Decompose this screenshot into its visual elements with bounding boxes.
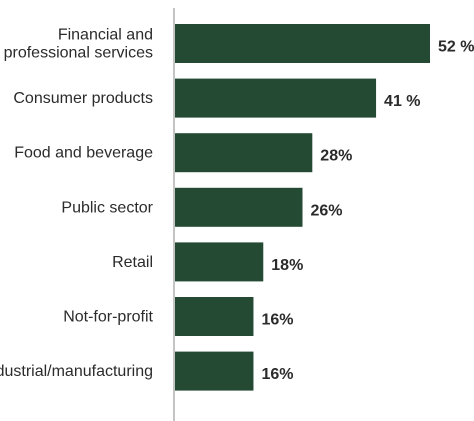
category-label: Financial and professional services [4,27,153,62]
value-label: 16% [261,312,293,329]
category-label: Industrial/manufacturing [0,363,153,380]
bar [175,297,254,336]
category-label-line: professional services [4,45,153,62]
category-label: Public sector [61,199,153,216]
category-label-line: Financial and [58,27,153,44]
bar [175,242,264,282]
category-label-line: Consumer products [13,90,153,107]
category-label-line: Food and beverage [14,145,153,162]
category-label: Retail [112,254,153,271]
bar [175,24,430,63]
value-label: 41 % [384,93,420,110]
value-label: 26% [311,202,343,219]
value-label: 28% [320,148,352,165]
value-label: 18% [271,257,303,274]
category-label: Food and beverage [14,145,153,162]
category-label-line: Retail [112,254,153,271]
category-label-line: Not-for-profit [63,309,153,326]
bar [175,351,254,391]
value-label: 16% [261,366,293,383]
bar [175,78,377,118]
bar [175,133,313,173]
bar [175,187,303,227]
category-label: Not-for-profit [63,309,153,326]
category-label-line: Industrial/manufacturing [0,363,153,380]
category-label: Consumer products [13,90,153,107]
value-label: 52 % [438,39,474,56]
category-label-line: Public sector [61,199,153,216]
